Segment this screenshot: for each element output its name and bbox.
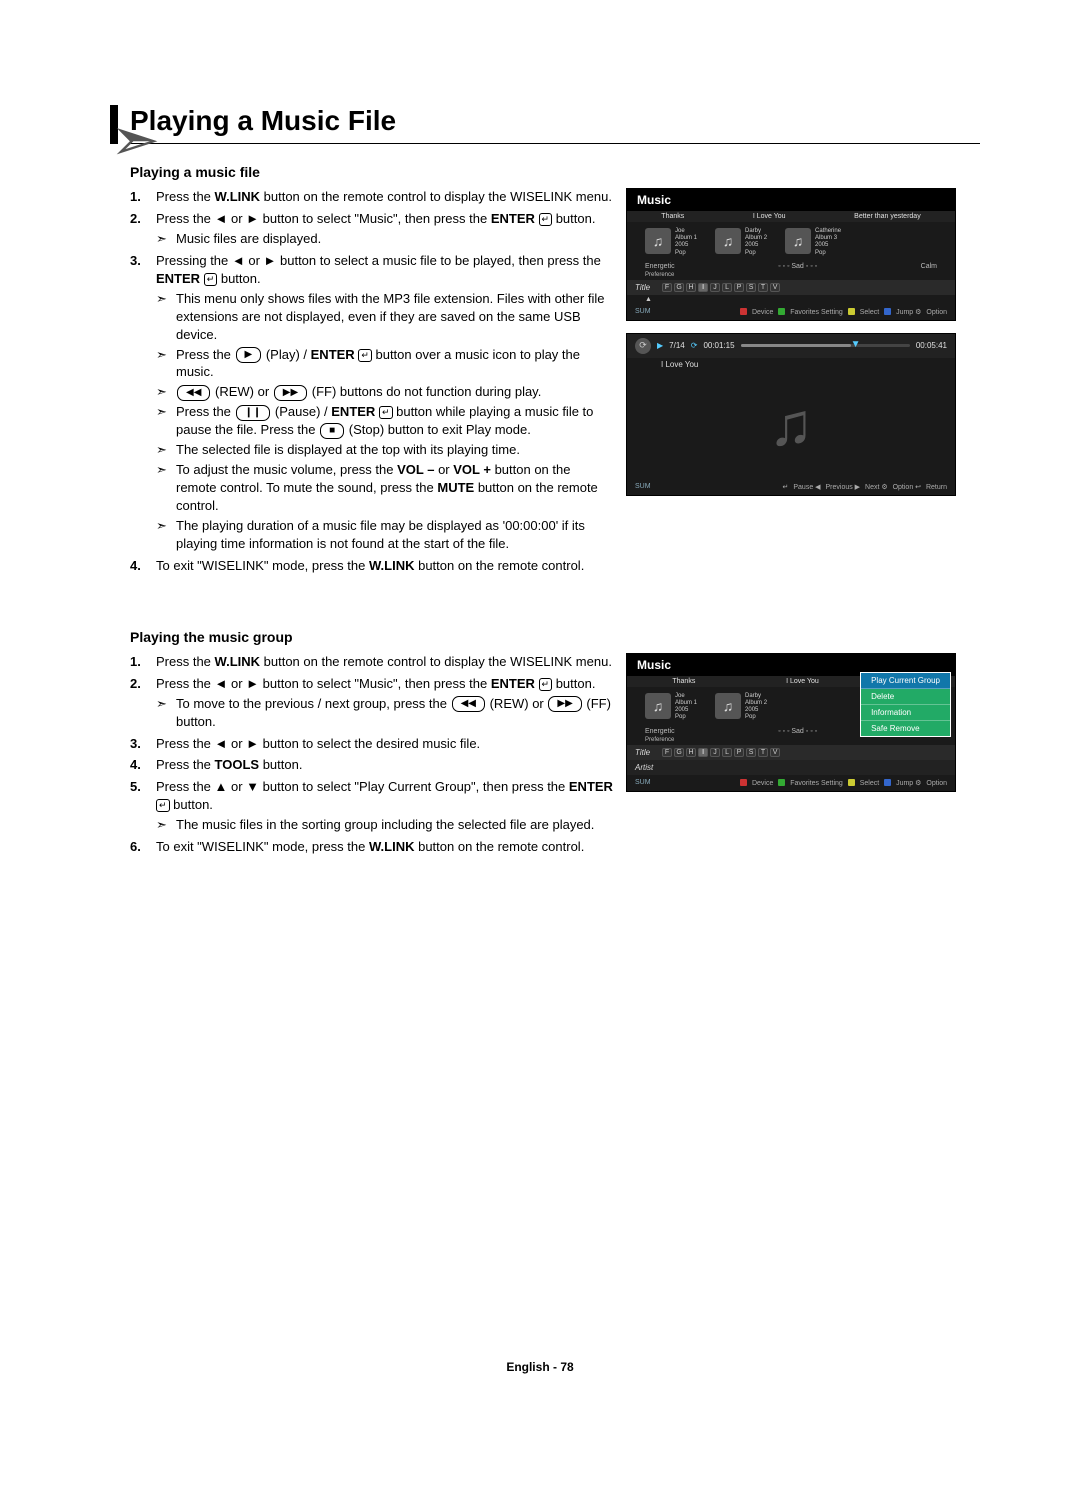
alpha-row: Title F G H I J L P S T V <box>627 745 955 760</box>
s1-step1: Press the W.LINK button on the remote co… <box>130 188 614 206</box>
s1-step3: Pressing the ◄ or ► button to select a m… <box>130 252 614 553</box>
page-title: Playing a Music File <box>130 105 980 144</box>
osd-playback: ⟳ ▶ 7/14 ⟳ 00:01:15 ▼ 00:05:41 I Love Yo… <box>626 333 956 496</box>
s1-step4: To exit "WISELINK" mode, press the W.LIN… <box>130 557 614 575</box>
s2-step4: Press the TOOLS button. <box>130 756 614 774</box>
s2-s5-n1: The music files in the sorting group inc… <box>156 816 614 834</box>
play-button-icon: ▶ <box>236 347 262 363</box>
stop-button-icon: ■ <box>320 423 344 439</box>
ff-button-icon: ▶▶ <box>274 385 307 401</box>
enter-icon: ↵ <box>204 273 218 286</box>
music-tile[interactable]: ♫ CatherineAlbum 32005Pop <box>785 228 841 257</box>
s2-step6: To exit "WISELINK" mode, press the W.LIN… <box>130 838 614 856</box>
section2-text: Press the W.LINK button on the remote co… <box>130 653 614 860</box>
s2-step2: Press the ◄ or ► button to select "Music… <box>130 675 614 731</box>
enter-icon: ↵ <box>539 213 553 226</box>
s2-step1: Press the W.LINK button on the remote co… <box>130 653 614 671</box>
enter-icon: ↵ <box>539 678 553 691</box>
s1-s3-n7: The playing duration of a music file may… <box>156 517 614 553</box>
music-note-icon: ♫ <box>645 228 671 254</box>
osd-legend: Device Favorites Setting Select Jump ⚙ O… <box>737 308 947 316</box>
s2-step5: Press the ▲ or ▼ button to select "Play … <box>130 778 614 834</box>
section-playing-music-file: Playing a music file Press the W.LINK bu… <box>130 164 980 579</box>
s1-s3-n4: Press the ❙❙ (Pause) / ENTER ↵ button wh… <box>156 403 614 439</box>
section1-heading: Playing a music file <box>130 164 980 180</box>
now-playing-title: I Love You <box>627 358 955 371</box>
s1-s2-note1: Music files are displayed. <box>156 230 614 248</box>
s1-s3-n1: This menu only shows files with the MP3 … <box>156 290 614 344</box>
ctx-delete[interactable]: Delete <box>861 689 950 705</box>
section2-heading: Playing the music group <box>130 629 980 645</box>
s1-s3-n6: To adjust the music volume, press the VO… <box>156 461 614 515</box>
ctx-information[interactable]: Information <box>861 705 950 721</box>
enter-icon: ↵ <box>156 799 170 812</box>
music-tile[interactable]: ♫ JoeAlbum 12005Pop <box>645 228 697 257</box>
music-note-icon: ♫ <box>715 693 741 719</box>
page-footer: English - 78 <box>0 1360 1080 1374</box>
music-note-icon: ♫ <box>645 693 671 719</box>
pause-button-icon: ❙❙ <box>236 405 271 421</box>
section1-text: Press the W.LINK button on the remote co… <box>130 188 614 579</box>
play-indicator-icon: ▶ <box>657 341 663 350</box>
osd-header: Music <box>627 189 955 211</box>
osd-tabs: Thanks I Love You Better than yesterday <box>627 211 955 222</box>
ff-button-icon: ▶▶ <box>548 696 581 712</box>
s1-s3-n5: The selected file is displayed at the to… <box>156 441 614 459</box>
rew-button-icon: ◀◀ <box>452 696 485 712</box>
ctx-safe-remove[interactable]: Safe Remove <box>861 721 950 736</box>
ctx-play-current-group[interactable]: Play Current Group <box>861 673 950 689</box>
rew-button-icon: ◀◀ <box>177 385 210 401</box>
page-title-block: Playing a Music File <box>110 105 980 144</box>
music-tile[interactable]: ♫ JoeAlbum 12005Pop <box>645 693 697 722</box>
alpha-row: Title F G H I J L P S T V <box>627 280 955 295</box>
s1-step2: Press the ◄ or ► button to select "Music… <box>130 210 614 248</box>
s2-step3: Press the ◄ or ► button to select the de… <box>130 735 614 753</box>
osd-legend: Device Favorites Setting Select Jump ⚙ O… <box>737 779 947 787</box>
large-music-note-icon: ♫ <box>769 390 814 459</box>
osd-music-browser: Music Thanks I Love You Better than yest… <box>626 188 956 321</box>
context-menu: Play Current Group Delete Information Sa… <box>860 672 951 737</box>
s1-s3-n2: Press the ▶ (Play) / ENTER ↵ button over… <box>156 346 614 382</box>
enter-icon: ↵ <box>379 406 393 419</box>
s1-s3-n3: ◀◀ (REW) or ▶▶ (FF) buttons do not funct… <box>156 383 614 401</box>
s2-s2-n1: To move to the previous / next group, pr… <box>156 695 614 731</box>
osd-play-legend: ↵ Pause ◀ Previous ▶ Next ⚙ Option ↩ Ret… <box>783 483 947 491</box>
progress-bar[interactable]: ▼ <box>741 344 910 347</box>
enter-icon: ↵ <box>358 349 372 362</box>
music-tile[interactable]: ♫ DarbyAlbum 22005Pop <box>715 228 767 257</box>
section-playing-music-group: Playing the music group Press the W.LINK… <box>130 629 980 860</box>
music-note-icon: ♫ <box>785 228 811 254</box>
music-tile[interactable]: ♫ DarbyAlbum 22005Pop <box>715 693 767 722</box>
osd-music-browser-with-menu: Music Thanks I Love You ♫ JoeAlbum 12005… <box>626 653 956 792</box>
loop-icon[interactable]: ⟳ <box>635 338 651 354</box>
music-note-icon: ♫ <box>715 228 741 254</box>
